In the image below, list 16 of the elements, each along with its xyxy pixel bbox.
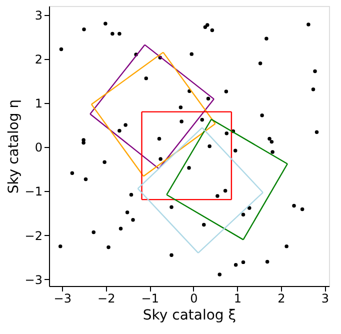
x-axis-title: Sky catalog ξ [142, 308, 236, 324]
y-tick-label: 0 [34, 140, 42, 155]
x-tick-label: 0 [190, 292, 198, 306]
x-tick-label: 1 [234, 292, 242, 306]
y-tick-label: 1 [34, 96, 42, 111]
y-tick-label: −1 [24, 184, 42, 199]
y-tick-label: −2 [24, 228, 42, 243]
y-tick-label: 2 [34, 52, 42, 66]
x-tick-label: 2 [278, 292, 286, 306]
x-tick-label: 3 [321, 292, 329, 306]
x-tick-label: −3 [54, 292, 72, 306]
y-axis-title: Sky catalog η [6, 99, 22, 194]
y-tick-label: 3 [34, 8, 42, 22]
x-tick-label: −1 [141, 292, 159, 306]
y-tick-label: −3 [24, 272, 42, 287]
x-tick-label: −2 [98, 292, 116, 306]
